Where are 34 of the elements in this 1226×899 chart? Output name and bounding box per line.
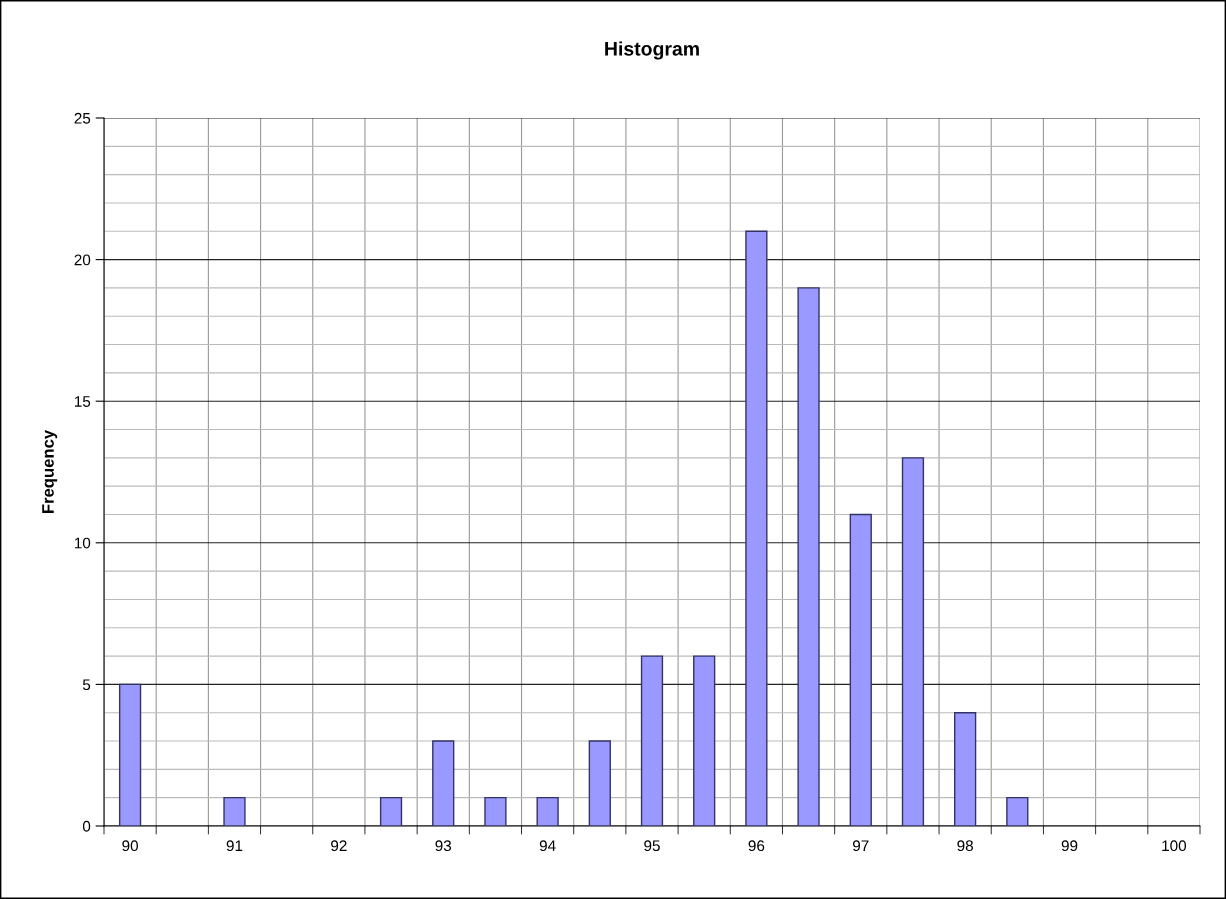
chart-title: Histogram: [605, 41, 699, 60]
bar: [745, 230, 768, 826]
y-tick-label: 5: [82, 679, 91, 691]
bar: [118, 683, 142, 826]
bar: [640, 655, 664, 826]
x-tick-label: 100: [1162, 840, 1187, 852]
bar: [1006, 796, 1029, 826]
y-tick-label: 10: [74, 537, 91, 549]
bar: [379, 796, 403, 826]
x-tick-label: 96: [748, 840, 765, 852]
bar: [536, 796, 559, 826]
x-tick-label: 91: [226, 840, 243, 852]
x-tick-label: 90: [122, 840, 138, 852]
y-tick-label: 0: [82, 820, 91, 832]
bar: [484, 796, 507, 826]
x-tick-label: 95: [644, 840, 660, 852]
x-tick-label: 93: [435, 840, 452, 852]
y-tick-label: 20: [74, 254, 91, 266]
bar: [432, 740, 455, 826]
bar: [588, 740, 611, 826]
y-axis-title: Frequency: [42, 429, 58, 514]
bar: [797, 287, 820, 826]
y-tick-label: 15: [74, 396, 91, 407]
x-tick-label: 94: [539, 840, 556, 852]
x-tick-label: 98: [957, 840, 973, 852]
x-tick-label: 99: [1061, 840, 1078, 852]
bar: [901, 457, 925, 826]
y-tick-label: 25: [74, 112, 91, 124]
x-tick-label: 92: [331, 840, 347, 852]
bar: [693, 655, 716, 826]
bar: [849, 513, 872, 826]
x-tick-label: 97: [852, 840, 869, 852]
bar: [954, 712, 977, 826]
bar: [223, 796, 246, 826]
